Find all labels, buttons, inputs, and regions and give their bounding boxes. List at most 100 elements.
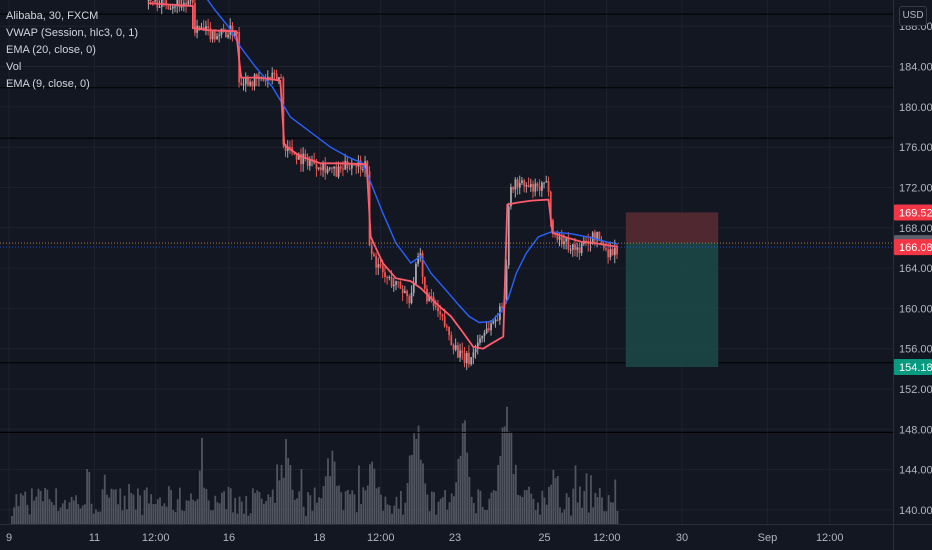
volume-bar — [430, 491, 433, 524]
volume-bar — [79, 508, 82, 524]
volume-bar — [311, 510, 314, 524]
volume-bar — [70, 496, 73, 524]
candle-body — [536, 183, 539, 187]
candle-body — [439, 311, 442, 315]
candle-body — [410, 293, 413, 304]
candle-body — [225, 31, 227, 38]
volume-bar — [481, 506, 484, 524]
volume-bar — [539, 514, 542, 524]
volume-bar — [408, 455, 411, 524]
candle-body — [198, 25, 201, 29]
volume-bar — [181, 510, 184, 524]
volume-bar — [439, 498, 442, 524]
candle-body — [189, 0, 192, 1]
volume-bar — [391, 513, 393, 524]
volume-bar — [50, 501, 53, 524]
volume-bar — [576, 502, 579, 524]
volume-bar — [132, 494, 135, 524]
volume-bar — [327, 458, 329, 524]
volume-bar — [605, 511, 608, 524]
candle-body — [437, 307, 439, 312]
ema-line[interactable] — [205, 0, 618, 324]
stop-loss-zone[interactable] — [625, 212, 719, 244]
volume-bar — [167, 486, 170, 524]
volume-bar — [256, 490, 259, 524]
volume-bar — [534, 510, 537, 524]
volume-bar — [612, 502, 614, 524]
candle-body — [534, 183, 537, 192]
candle-body — [532, 184, 534, 192]
volume-bar — [355, 512, 358, 524]
volume-bar — [517, 494, 519, 524]
volume-bar — [229, 488, 232, 524]
price-tag[interactable]: 166.08 — [894, 239, 932, 256]
candle-body — [600, 240, 603, 246]
time-axis[interactable] — [0, 524, 893, 550]
candle-body — [244, 77, 247, 85]
volume-bar — [353, 494, 356, 524]
volume-bar — [561, 512, 564, 524]
take-profit-zone[interactable] — [625, 243, 719, 368]
volume-bar — [223, 491, 225, 524]
vwap-line[interactable] — [147, 2, 618, 350]
candle-body — [521, 180, 523, 184]
candle-body — [282, 77, 285, 144]
y-tick-label: 176.00 — [899, 142, 932, 154]
volume-bar — [59, 507, 62, 524]
candle-body — [240, 82, 243, 86]
price-axis[interactable] — [893, 0, 932, 550]
volume-bar — [192, 499, 195, 524]
volume-bar — [137, 488, 139, 524]
y-tick-label: 140.00 — [899, 505, 932, 517]
candle-body — [510, 187, 512, 207]
candle-body — [512, 187, 515, 190]
volume-bar — [276, 464, 279, 524]
candle-body — [518, 183, 521, 188]
currency-button[interactable]: USD — [899, 6, 927, 26]
volume-bar — [548, 486, 550, 524]
candle-body — [211, 31, 214, 40]
position-tool[interactable] — [625, 212, 719, 368]
volume-bar — [238, 496, 241, 524]
y-tick-label: 144.00 — [899, 465, 932, 477]
candle-body — [147, 0, 150, 2]
volume-bar — [609, 502, 612, 524]
volume-bar — [72, 500, 75, 524]
volume-bar — [537, 502, 539, 524]
volume-bar — [110, 488, 113, 524]
volume-bar — [68, 502, 71, 524]
candle-body — [200, 27, 203, 29]
candle-body — [448, 326, 451, 336]
volume-bar — [411, 454, 413, 524]
candle-body — [194, 3, 196, 33]
candle-body — [525, 185, 528, 187]
candle-body — [286, 146, 289, 151]
candle-body — [348, 168, 351, 170]
candle-body — [350, 163, 353, 169]
candle-body — [552, 219, 554, 233]
volume-bar — [198, 470, 201, 524]
candle-body — [445, 326, 448, 328]
volume-bar — [300, 469, 303, 524]
volume-bar — [459, 455, 462, 524]
volume-bar — [57, 511, 60, 524]
x-tick-label: Sep — [758, 532, 778, 544]
candle-body — [452, 344, 455, 350]
x-tick-label: 12:00 — [593, 532, 621, 544]
candle-body — [293, 152, 296, 155]
price-tag[interactable]: 169.52 — [894, 204, 932, 221]
volume-bar — [313, 487, 316, 524]
y-tick-label: 160.00 — [899, 303, 932, 315]
candle-body — [183, 2, 185, 5]
volume-bar — [366, 485, 369, 524]
volume-bar — [258, 491, 261, 524]
volume-bar — [503, 426, 506, 524]
volume-bar — [170, 489, 172, 524]
price-tag[interactable]: 154.18 — [894, 359, 932, 376]
candle-body — [465, 352, 468, 364]
volume-bar — [519, 495, 522, 524]
candle-body — [392, 284, 395, 287]
volume-bar — [92, 513, 95, 524]
volume-bar — [19, 493, 22, 524]
